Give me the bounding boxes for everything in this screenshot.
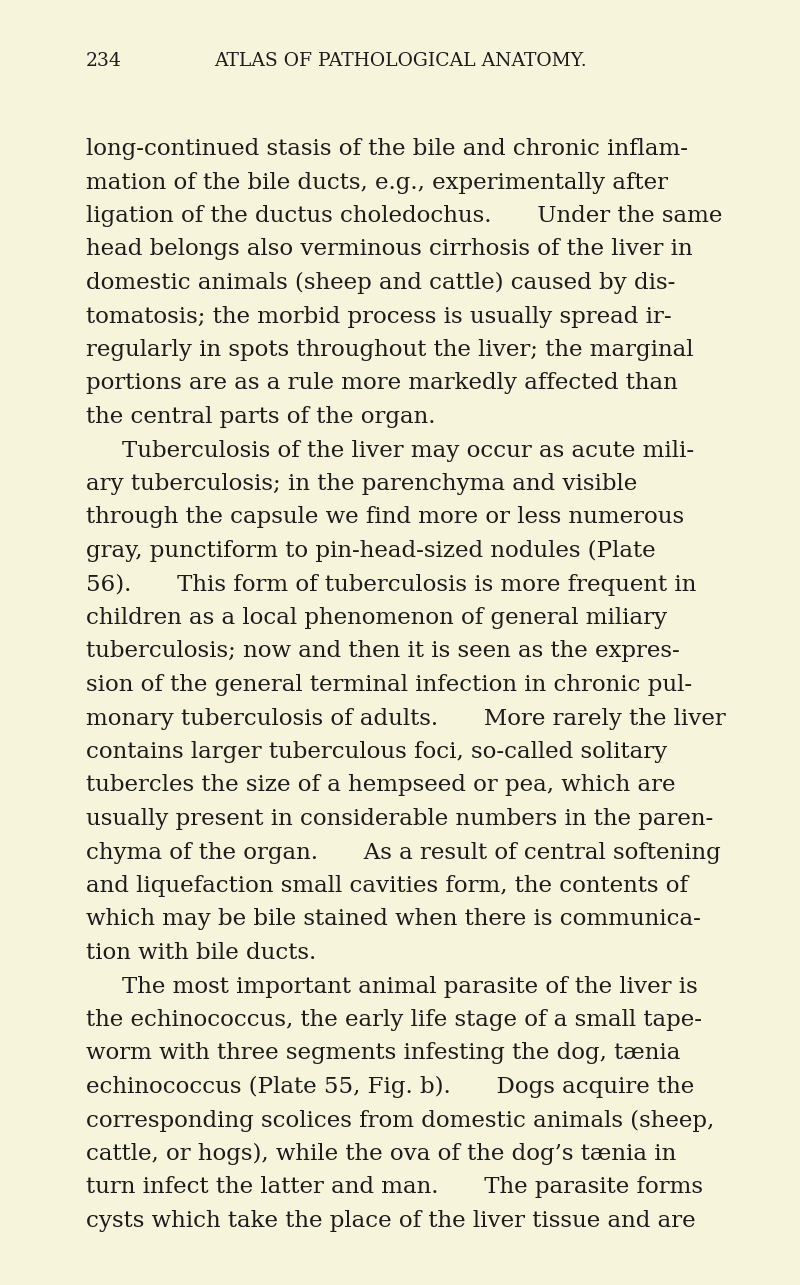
Text: long-continued stasis of the bile and chronic inflam-: long-continued stasis of the bile and ch… [86, 137, 688, 161]
Text: which may be bile stained when there is communica-: which may be bile stained when there is … [86, 908, 701, 930]
Text: echinococcus (Plate 55, Fig. b).  Dogs acquire the: echinococcus (Plate 55, Fig. b). Dogs ac… [86, 1076, 694, 1099]
Text: tuberculosis; now and then it is seen as the expres-: tuberculosis; now and then it is seen as… [86, 640, 680, 663]
Text: ligation of the ductus choledochus.  Under the same: ligation of the ductus choledochus. Unde… [86, 206, 722, 227]
Text: portions are as a rule more markedly affected than: portions are as a rule more markedly aff… [86, 373, 678, 394]
Text: monary tuberculosis of adults.  More rarely the liver: monary tuberculosis of adults. More rare… [86, 708, 726, 730]
Text: ary tuberculosis; in the parenchyma and visible: ary tuberculosis; in the parenchyma and … [86, 473, 638, 495]
Text: 234: 234 [86, 51, 122, 69]
Text: Tuberculosis of the liver may occur as acute mili-: Tuberculosis of the liver may occur as a… [122, 439, 694, 461]
Text: through the capsule we find more or less numerous: through the capsule we find more or less… [86, 506, 684, 528]
Text: cysts which take the place of the liver tissue and are: cysts which take the place of the liver … [86, 1210, 696, 1232]
Text: gray, punctiform to pin-head-sized nodules (Plate: gray, punctiform to pin-head-sized nodul… [86, 540, 656, 562]
Text: chyma of the organ.  As a result of central softening: chyma of the organ. As a result of centr… [86, 842, 721, 864]
Text: domestic animals (sheep and cattle) caused by dis-: domestic animals (sheep and cattle) caus… [86, 272, 675, 294]
Text: head belongs also verminous cirrhosis of the liver in: head belongs also verminous cirrhosis of… [86, 239, 693, 261]
Text: 56).  This form of tuberculosis is more frequent in: 56). This form of tuberculosis is more f… [86, 573, 696, 595]
Text: corresponding scolices from domestic animals (sheep,: corresponding scolices from domestic ani… [86, 1109, 714, 1132]
Text: regularly in spots throughout the liver; the marginal: regularly in spots throughout the liver;… [86, 339, 694, 361]
Text: and liquefaction small cavities form, the contents of: and liquefaction small cavities form, th… [86, 875, 688, 897]
Text: the central parts of the organ.: the central parts of the organ. [86, 406, 435, 428]
Text: tion with bile ducts.: tion with bile ducts. [86, 942, 316, 964]
Text: contains larger tuberculous foci, so-called solitary: contains larger tuberculous foci, so-cal… [86, 741, 667, 763]
Text: the echinococcus, the early life stage of a small tape-: the echinococcus, the early life stage o… [86, 1009, 702, 1031]
Text: tubercles the size of a hempseed or pea, which are: tubercles the size of a hempseed or pea,… [86, 775, 675, 797]
Text: children as a local phenomenon of general miliary: children as a local phenomenon of genera… [86, 607, 667, 628]
Text: cattle, or hogs), while the ova of the dog’s tænia in: cattle, or hogs), while the ova of the d… [86, 1142, 676, 1165]
Text: usually present in considerable numbers in the paren-: usually present in considerable numbers … [86, 808, 714, 830]
Text: ATLAS OF PATHOLOGICAL ANATOMY.: ATLAS OF PATHOLOGICAL ANATOMY. [214, 51, 586, 69]
Text: worm with three segments infesting the dog, tænia: worm with three segments infesting the d… [86, 1042, 680, 1064]
Text: tomatosis; the morbid process is usually spread ir-: tomatosis; the morbid process is usually… [86, 306, 672, 328]
Text: mation of the bile ducts, e.g., experimentally after: mation of the bile ducts, e.g., experime… [86, 171, 668, 194]
Text: The most important animal parasite of the liver is: The most important animal parasite of th… [122, 975, 698, 997]
Text: turn infect the latter and man.  The parasite forms: turn infect the latter and man. The para… [86, 1177, 703, 1199]
Text: sion of the general terminal infection in chronic pul-: sion of the general terminal infection i… [86, 675, 692, 696]
